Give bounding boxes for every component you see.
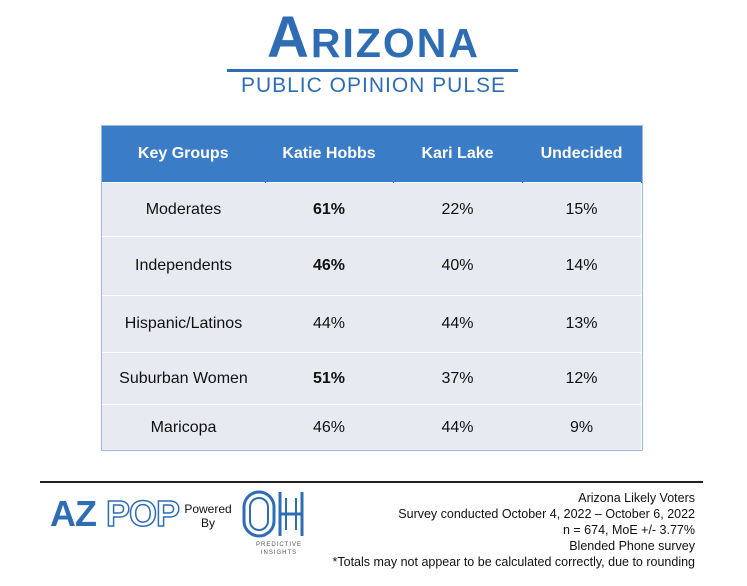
page-header: Arizona PUBLIC OPINION PULSE — [0, 0, 747, 110]
hobbs-cell: 61% — [265, 182, 393, 237]
note-line: *Totals may not appear to be calculated … — [332, 555, 695, 569]
azpop-logo: AZ POP — [50, 492, 181, 532]
table-row: Moderates 61% 22% 15% — [102, 182, 641, 237]
group-cell: Independents — [102, 236, 265, 296]
column-header-undecided: Undecided — [522, 126, 642, 183]
oh-logo — [242, 490, 304, 538]
table-row: Independents 46% 40% 14% — [102, 236, 641, 296]
hobbs-cell: 46% — [265, 236, 393, 296]
oh-tagline: PREDICTIVE INSIGHTS — [255, 542, 302, 556]
svg-text:AZ: AZ — [50, 493, 96, 532]
group-cell: Hispanic/Latinos — [102, 295, 265, 353]
group-cell: Moderates — [102, 182, 265, 237]
lake-cell: 40% — [393, 236, 522, 296]
column-header-katie-hobbs: Katie Hobbs — [265, 126, 394, 183]
hobbs-cell: 51% — [265, 352, 393, 405]
undecided-cell: 9% — [522, 404, 641, 450]
survey-notes: Arizona Likely Voters Survey conducted O… — [275, 490, 695, 570]
undecided-cell: 14% — [522, 236, 641, 296]
page-title: Arizona — [266, 5, 481, 70]
table-header-row: Key Groups Katie Hobbs Kari Lake Undecid… — [102, 126, 642, 183]
svg-text:POP: POP — [106, 493, 179, 532]
undecided-cell: 13% — [522, 295, 641, 353]
note-line: n = 674, MoE +/- 3.77% — [562, 523, 695, 537]
results-table: Key Groups Katie Hobbs Kari Lake Undecid… — [101, 125, 643, 451]
undecided-cell: 15% — [522, 182, 641, 237]
group-cell: Maricopa — [102, 404, 265, 450]
table-row: Maricopa 46% 44% 9% — [102, 404, 641, 450]
lake-cell: 44% — [393, 404, 522, 450]
table-row: Hispanic/Latinos 44% 44% 13% — [102, 295, 641, 353]
note-line: Arizona Likely Voters — [578, 491, 695, 505]
page-subtitle: PUBLIC OPINION PULSE — [240, 74, 507, 97]
column-header-kari-lake: Kari Lake — [393, 126, 523, 183]
lake-cell: 22% — [393, 182, 522, 237]
lake-cell: 37% — [393, 352, 522, 405]
hobbs-cell: 46% — [265, 404, 393, 450]
table-row: Suburban Women 51% 37% 12% — [102, 352, 641, 405]
powered-by-label: Powered By — [184, 502, 232, 530]
note-line: Blended Phone survey — [569, 539, 695, 553]
undecided-cell: 12% — [522, 352, 641, 405]
column-header-key-groups: Key Groups — [102, 126, 266, 183]
lake-cell: 44% — [393, 295, 522, 353]
title-underline — [227, 69, 518, 72]
note-line: Survey conducted October 4, 2022 – Octob… — [398, 507, 695, 521]
hobbs-cell: 44% — [265, 295, 393, 353]
group-cell: Suburban Women — [102, 352, 265, 405]
footer-divider — [40, 481, 703, 483]
